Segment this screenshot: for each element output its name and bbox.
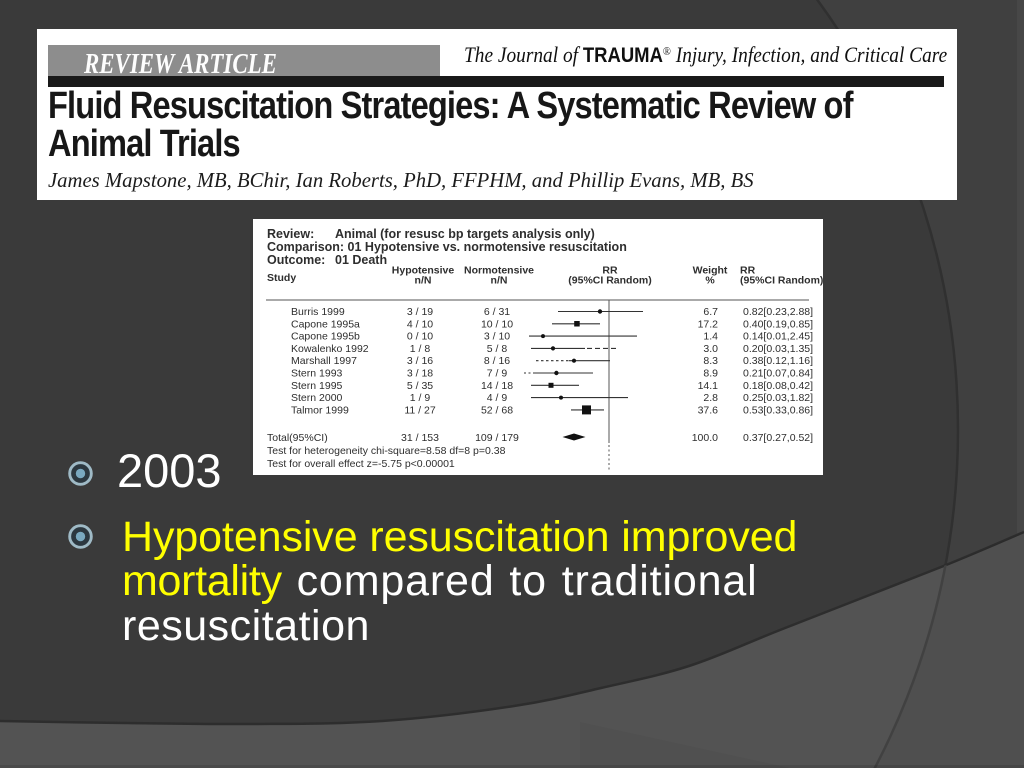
svg-text:RR: RR bbox=[602, 265, 618, 277]
svg-text:2.8: 2.8 bbox=[703, 392, 718, 404]
svg-text:Marshall 1997: Marshall 1997 bbox=[291, 355, 357, 367]
svg-text:37.6: 37.6 bbox=[698, 404, 719, 416]
svg-text:3 / 16: 3 / 16 bbox=[407, 355, 433, 367]
svg-text:0.38[0.12,1.16]: 0.38[0.12,1.16] bbox=[743, 355, 813, 367]
svg-text:n/N: n/N bbox=[491, 275, 508, 287]
svg-text:4 / 10: 4 / 10 bbox=[407, 318, 433, 330]
svg-text:Study: Study bbox=[267, 272, 296, 284]
svg-text:0.25[0.03,1.82]: 0.25[0.03,1.82] bbox=[743, 392, 813, 404]
svg-text:6.7: 6.7 bbox=[703, 306, 718, 318]
svg-text:(95%CI Random): (95%CI Random) bbox=[568, 275, 651, 287]
svg-text:3.0: 3.0 bbox=[703, 343, 718, 355]
svg-text:Hypotensive: Hypotensive bbox=[392, 265, 455, 277]
svg-text:0 / 10: 0 / 10 bbox=[407, 331, 433, 343]
svg-text:Animal (for resusc bp targets: Animal (for resusc bp targets analysis o… bbox=[335, 227, 595, 241]
svg-text:14 / 18: 14 / 18 bbox=[481, 380, 513, 392]
svg-text:0.18[0.08,0.42]: 0.18[0.08,0.42] bbox=[743, 380, 813, 392]
svg-text:3 / 10: 3 / 10 bbox=[484, 331, 510, 343]
svg-text:1 / 8: 1 / 8 bbox=[410, 343, 431, 355]
svg-text:RR: RR bbox=[740, 265, 756, 277]
svg-text:%: % bbox=[705, 275, 715, 287]
svg-text:14.1: 14.1 bbox=[698, 380, 719, 392]
svg-text:8 / 16: 8 / 16 bbox=[484, 355, 510, 367]
svg-text:Stern 2000: Stern 2000 bbox=[291, 392, 343, 404]
svg-text:31 / 153: 31 / 153 bbox=[401, 432, 439, 444]
svg-text:8.9: 8.9 bbox=[703, 368, 718, 380]
svg-text:Kowalenko 1992: Kowalenko 1992 bbox=[291, 343, 369, 355]
svg-text:0.14[0.01,2.45]: 0.14[0.01,2.45] bbox=[743, 331, 813, 343]
svg-text:0.82[0.23,2.88]: 0.82[0.23,2.88] bbox=[743, 306, 813, 318]
svg-text:17.2: 17.2 bbox=[698, 318, 719, 330]
svg-text:Weight: Weight bbox=[693, 265, 728, 277]
svg-text:n/N: n/N bbox=[415, 275, 432, 287]
svg-text:5 / 35: 5 / 35 bbox=[407, 380, 433, 392]
svg-text:8.3: 8.3 bbox=[703, 355, 718, 367]
svg-text:Test for overall effect z=-5.: Test for overall effect z=-5.75 p<0.0000… bbox=[267, 458, 455, 470]
svg-text:Test for heterogeneity chi-squ: Test for heterogeneity chi-square=8.58 d… bbox=[267, 445, 506, 457]
svg-text:3 / 18: 3 / 18 bbox=[407, 368, 433, 380]
svg-text:Talmor 1999: Talmor 1999 bbox=[291, 404, 349, 416]
svg-text:0.40[0.19,0.85]: 0.40[0.19,0.85] bbox=[743, 318, 813, 330]
svg-text:109 / 179: 109 / 179 bbox=[475, 432, 519, 444]
svg-text:7 / 9: 7 / 9 bbox=[487, 368, 508, 380]
svg-text:Total(95%CI): Total(95%CI) bbox=[267, 432, 328, 444]
svg-text:0.21[0.07,0.84]: 0.21[0.07,0.84] bbox=[743, 368, 813, 380]
svg-text:0.53[0.33,0.86]: 0.53[0.33,0.86] bbox=[743, 404, 813, 416]
svg-text:Outcome:: Outcome: bbox=[267, 253, 325, 267]
svg-text:Stern 1993: Stern 1993 bbox=[291, 368, 343, 380]
svg-text:Stern 1995: Stern 1995 bbox=[291, 380, 343, 392]
svg-text:Comparison: 01 Hypotensive vs.: Comparison: 01 Hypotensive vs. normotens… bbox=[267, 240, 627, 254]
svg-text:Capone 1995a: Capone 1995a bbox=[291, 318, 360, 330]
svg-text:0.20[0.03,1.35]: 0.20[0.03,1.35] bbox=[743, 343, 813, 355]
svg-text:1.4: 1.4 bbox=[703, 331, 718, 343]
svg-text:Review:: Review: bbox=[267, 227, 314, 241]
svg-text:11 / 27: 11 / 27 bbox=[404, 404, 435, 416]
svg-text:10 / 10: 10 / 10 bbox=[481, 318, 513, 330]
svg-text:1 / 9: 1 / 9 bbox=[410, 392, 431, 404]
svg-text:100.0: 100.0 bbox=[692, 432, 718, 444]
svg-text:01 Death: 01 Death bbox=[335, 253, 387, 267]
svg-text:5 / 8: 5 / 8 bbox=[487, 343, 508, 355]
svg-text:3 / 19: 3 / 19 bbox=[407, 306, 433, 318]
svg-text:(95%CI Random): (95%CI Random) bbox=[740, 275, 823, 287]
svg-text:Burris 1999: Burris 1999 bbox=[291, 306, 345, 318]
svg-text:52 / 68: 52 / 68 bbox=[481, 404, 513, 416]
svg-text:Normotensive: Normotensive bbox=[464, 265, 534, 277]
svg-text:6 / 31: 6 / 31 bbox=[484, 306, 510, 318]
svg-text:4 / 9: 4 / 9 bbox=[487, 392, 508, 404]
svg-text:0.37[0.27,0.52]: 0.37[0.27,0.52] bbox=[743, 432, 813, 444]
svg-text:Capone 1995b: Capone 1995b bbox=[291, 331, 360, 343]
